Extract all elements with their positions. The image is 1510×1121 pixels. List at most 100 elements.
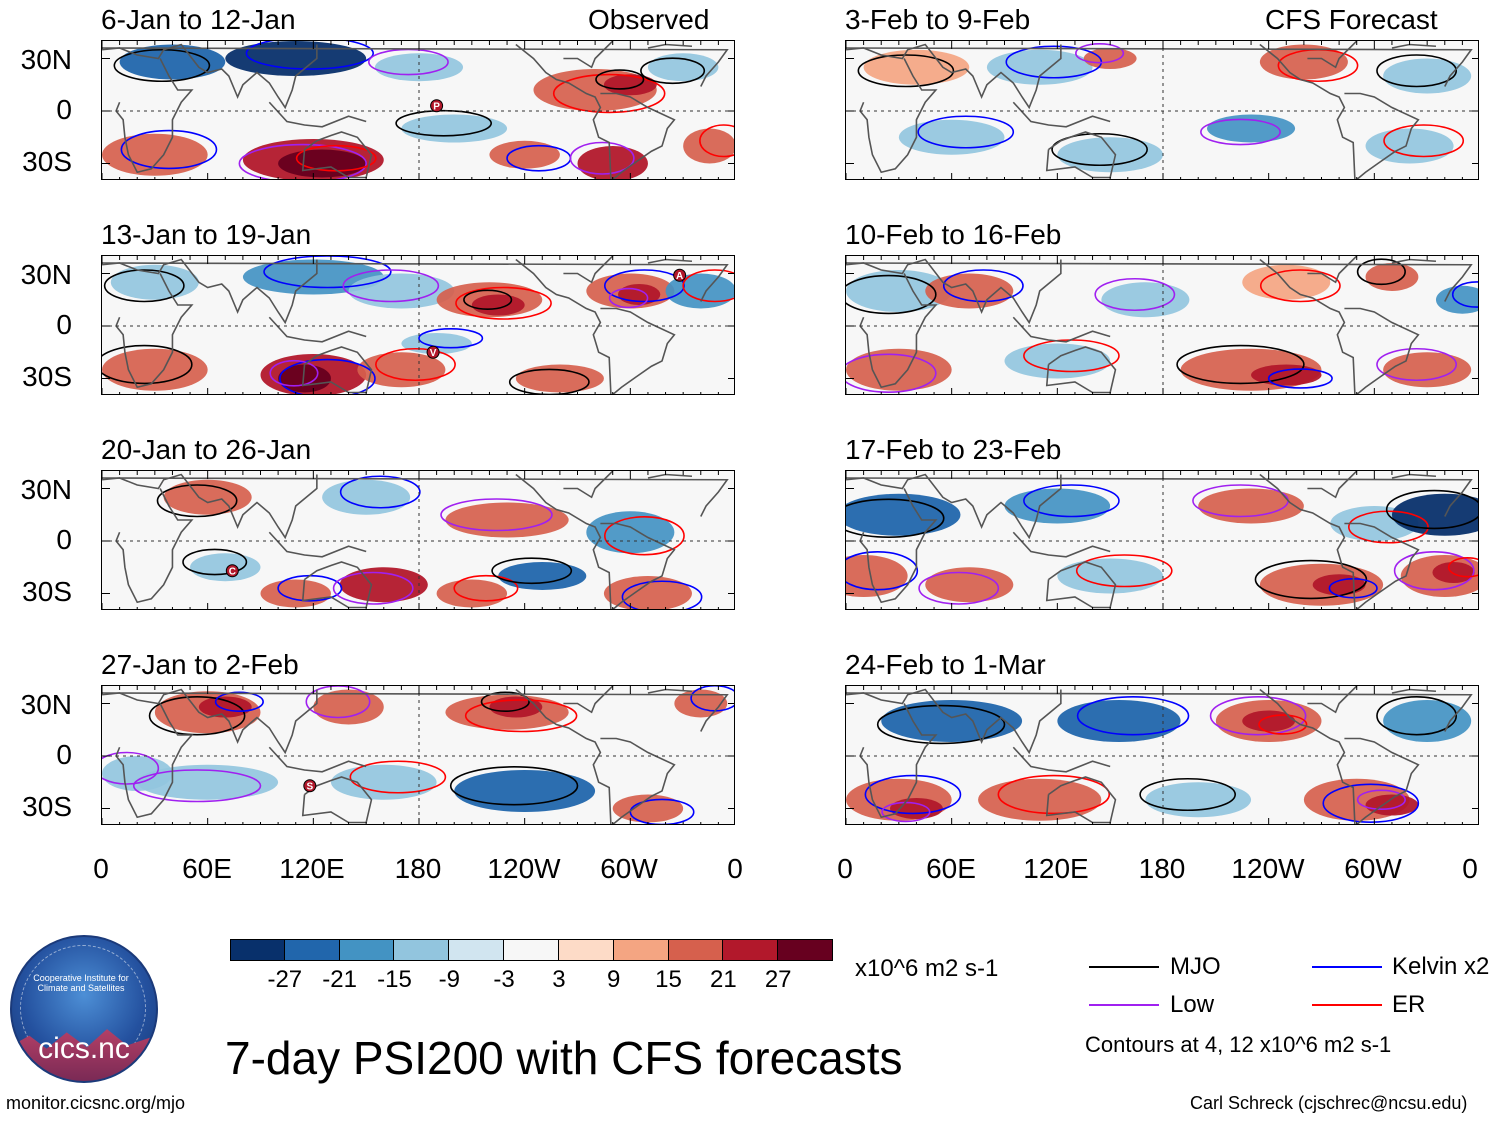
map-panel-1: P (101, 40, 735, 180)
contour-line (1385, 489, 1478, 530)
coastline (1307, 471, 1358, 499)
contour-line (1322, 783, 1420, 823)
contour-line (629, 798, 695, 824)
coastline (102, 692, 729, 732)
anomaly-blob (445, 502, 569, 538)
contour-line (418, 328, 484, 349)
anomaly-blob (925, 273, 1014, 309)
lat-label-30s: 30S (22, 791, 72, 822)
map-panel-8 (845, 685, 1479, 825)
lon-label: 180 (1138, 853, 1186, 884)
contour-line (917, 115, 1015, 149)
lon-label: 120E (279, 853, 345, 884)
colorbar-tick-label: -3 (493, 966, 515, 993)
coastline (1045, 776, 1117, 824)
map-svg-2: AV (102, 256, 734, 394)
contour-line (699, 124, 734, 158)
lon-label: 60W (600, 853, 658, 884)
anomaly-blob (110, 264, 199, 300)
coastline (859, 703, 938, 819)
contour-line (1347, 510, 1429, 544)
anomaly-blob (515, 364, 604, 393)
coastline (515, 258, 612, 394)
coastline (515, 688, 612, 824)
anomaly-blob (683, 128, 734, 164)
coastline (563, 686, 614, 714)
colorbar-tick-label: 9 (607, 966, 621, 993)
anomaly-blob (577, 146, 648, 179)
anomaly-field (863, 44, 1472, 173)
colorbar-cell (284, 939, 340, 961)
observed-tag: Observed (588, 4, 710, 35)
coastline (268, 531, 367, 558)
colorbar-tick-label: -27 (267, 966, 303, 993)
footer-credit: Carl Schreck (cjschrec@ncsu.edu) (1190, 1093, 1468, 1113)
coastline (1045, 561, 1117, 609)
coastline (846, 262, 1473, 302)
contour-line (453, 574, 519, 602)
anomaly-blob (471, 294, 525, 316)
anomaly-blob (603, 576, 692, 609)
contour-line (113, 48, 211, 83)
coastline (301, 346, 373, 394)
contour-line (621, 580, 703, 609)
anomaly-blob (1004, 343, 1111, 379)
colorbar-cell (613, 939, 669, 961)
contour-line (508, 368, 590, 394)
contour-line (942, 269, 1024, 303)
panel-4-title: 27-Jan to 2-Feb (101, 649, 299, 680)
anomaly-blob (1365, 263, 1419, 291)
map-svg-5 (846, 41, 1478, 179)
coastline (268, 101, 367, 128)
contour-line (1356, 789, 1406, 811)
coastline (115, 58, 194, 174)
coastline (1012, 746, 1111, 773)
storm-marker-label: A (676, 271, 683, 282)
coastline (563, 471, 614, 499)
coastline (102, 43, 318, 110)
anomaly-blob (1432, 562, 1475, 583)
contour-line (857, 54, 955, 88)
coastline (115, 273, 194, 389)
contour-line (279, 358, 376, 394)
wave-contours (857, 43, 1465, 167)
anomaly-field (102, 259, 734, 394)
contour-line (1376, 347, 1458, 382)
panel-7-title: 17-Feb to 23-Feb (845, 434, 1062, 465)
coastline (102, 262, 729, 302)
coastline (102, 477, 729, 517)
coastline (1045, 131, 1117, 179)
coastline (301, 131, 373, 179)
storm-marker (426, 345, 440, 359)
colorbar-tick-label: 21 (710, 966, 737, 993)
contour-line (595, 69, 645, 90)
map-svg-6 (846, 256, 1478, 394)
contour-line (1259, 269, 1341, 303)
anomaly-blob (225, 41, 367, 76)
contour-line (120, 129, 218, 170)
logo-text: cics.nc (38, 1032, 130, 1065)
contour-line (305, 686, 371, 719)
anomaly-blob (925, 567, 1014, 603)
lat-label-eq: 0 (56, 524, 72, 555)
contour-line (263, 256, 392, 289)
contour-line (603, 516, 685, 556)
legend-er-line (1312, 1004, 1382, 1006)
anomaly-blob (489, 140, 560, 169)
contour-line (332, 571, 414, 605)
map-panel-4: S (101, 685, 735, 825)
anomaly-blob (1383, 352, 1472, 388)
contour-line (463, 289, 513, 310)
anomaly-blob (986, 49, 1093, 85)
contour-line (864, 774, 962, 815)
anomaly-blob (102, 133, 208, 176)
colorbar-tick-label: -15 (377, 966, 412, 993)
contour-line (1076, 696, 1190, 736)
coastline (600, 737, 676, 824)
figure-title: 7-day PSI200 with CFS forecasts (225, 1032, 903, 1084)
colorbar-tick-label: 3 (552, 966, 566, 993)
contour-line (1075, 43, 1125, 64)
contour-line (455, 286, 552, 320)
coastline (268, 316, 367, 343)
map-svg-8 (846, 686, 1478, 824)
